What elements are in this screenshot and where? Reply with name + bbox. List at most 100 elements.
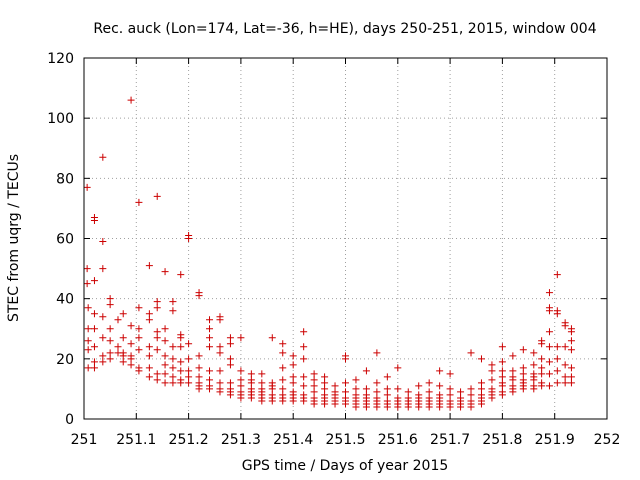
data-point — [498, 382, 506, 390]
data-point — [237, 334, 245, 342]
x-axis-label: GPS time / Days of year 2015 — [242, 458, 449, 474]
data-point — [206, 367, 214, 375]
data-point — [185, 367, 193, 375]
data-point — [310, 400, 318, 408]
data-points — [83, 96, 575, 411]
data-point — [545, 307, 553, 315]
y-tick-label: 60 — [56, 232, 74, 248]
data-point — [538, 364, 546, 372]
data-point — [127, 340, 135, 348]
data-point — [383, 385, 391, 393]
x-tick-label: 251.9 — [535, 432, 575, 448]
data-point — [498, 373, 506, 381]
data-point — [279, 397, 287, 405]
y-tick-label: 80 — [56, 171, 74, 187]
data-point — [119, 334, 127, 342]
data-point — [498, 343, 506, 351]
data-point — [488, 367, 496, 375]
data-point — [99, 238, 107, 246]
y-axis-label: STEC from uqrg / TECUs — [6, 154, 22, 322]
data-point — [553, 379, 561, 387]
data-point — [185, 340, 193, 348]
data-point — [530, 361, 538, 369]
data-point — [161, 370, 169, 378]
data-point — [119, 352, 127, 360]
data-point — [90, 277, 98, 285]
data-point — [99, 153, 107, 161]
data-point — [561, 379, 569, 387]
data-point — [404, 403, 412, 411]
data-point — [310, 388, 318, 396]
x-tick-label: 251.7 — [430, 432, 470, 448]
data-point — [310, 376, 318, 384]
data-point — [268, 385, 276, 393]
data-point — [310, 370, 318, 378]
data-point — [90, 343, 98, 351]
data-point — [383, 391, 391, 399]
data-point — [300, 397, 308, 405]
data-point — [331, 382, 339, 390]
data-point — [216, 388, 224, 396]
data-point — [373, 388, 381, 396]
data-point — [226, 391, 234, 399]
data-point — [195, 385, 203, 393]
data-point — [83, 265, 91, 273]
data-point — [553, 355, 561, 363]
data-point — [216, 343, 224, 351]
data-point — [84, 325, 92, 333]
data-point — [567, 364, 575, 372]
data-point — [488, 361, 496, 369]
data-point — [553, 271, 561, 279]
data-point — [90, 358, 98, 366]
data-point — [467, 403, 475, 411]
data-point — [373, 403, 381, 411]
data-point — [90, 216, 98, 224]
x-tick-label: 252 — [594, 432, 621, 448]
data-point — [161, 337, 169, 345]
data-point — [425, 379, 433, 387]
data-point — [342, 355, 349, 363]
data-point — [545, 343, 553, 351]
data-point — [342, 400, 349, 408]
data-point — [289, 397, 297, 405]
tick-labels: 251 251.1 251.2 251.3 251.4 251.5 251.6 251.7 25… — [47, 51, 620, 448]
data-point — [561, 343, 569, 351]
data-point — [477, 385, 485, 393]
data-point — [84, 304, 92, 312]
y-tick-label: 20 — [56, 352, 74, 368]
data-point — [446, 370, 454, 378]
data-point — [169, 355, 177, 363]
y-tick-label: 120 — [47, 51, 74, 67]
data-point — [425, 388, 433, 396]
data-point — [553, 367, 561, 375]
data-point — [247, 379, 255, 387]
data-point — [268, 397, 276, 405]
grid — [84, 58, 607, 419]
data-point — [561, 322, 569, 330]
data-point — [289, 352, 297, 360]
data-point — [477, 379, 485, 387]
data-point — [488, 376, 496, 384]
data-point — [161, 352, 169, 360]
data-point — [106, 301, 114, 309]
data-point — [169, 307, 177, 315]
data-point — [477, 400, 485, 408]
data-point — [538, 370, 546, 378]
data-point — [300, 328, 308, 336]
data-point — [169, 373, 177, 381]
data-point — [436, 367, 444, 375]
data-point — [331, 400, 339, 408]
data-point — [538, 382, 546, 390]
data-point — [561, 373, 569, 381]
data-point — [258, 370, 266, 378]
data-point — [106, 337, 114, 345]
data-point — [161, 268, 169, 276]
data-point — [90, 310, 98, 318]
data-point — [84, 364, 92, 372]
data-point — [216, 379, 224, 387]
x-tick-label: 251.3 — [221, 432, 261, 448]
data-point — [226, 379, 234, 387]
data-point — [321, 400, 329, 408]
